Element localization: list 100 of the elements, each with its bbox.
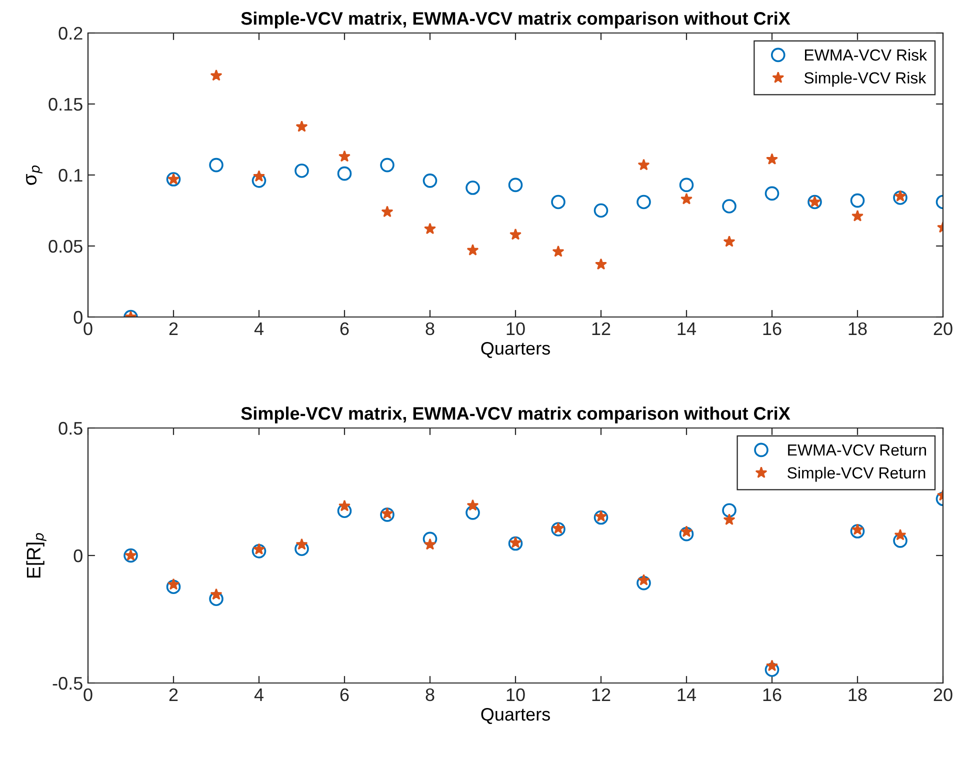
legend-label: EWMA-VCV Return — [788, 444, 926, 456]
point — [380, 508, 394, 522]
point — [510, 228, 522, 240]
point — [552, 522, 564, 534]
point — [638, 158, 650, 170]
point — [594, 510, 608, 525]
x-tick-label: 18 — [848, 322, 867, 336]
point — [252, 544, 266, 558]
point — [466, 506, 480, 520]
point — [294, 164, 309, 178]
x-tick-label: 14 — [678, 688, 696, 701]
y-tick-label: 0.1 — [58, 168, 82, 182]
x-tick-label: 12 — [592, 688, 610, 701]
point — [337, 166, 352, 181]
point — [638, 574, 650, 586]
y-tick-label: 0 — [74, 310, 82, 324]
y-tick-label: 0.5 — [58, 422, 82, 435]
point — [722, 199, 736, 214]
point — [551, 194, 566, 210]
point — [296, 538, 308, 550]
point — [209, 592, 224, 606]
point — [723, 514, 736, 525]
point — [893, 534, 908, 548]
x-tick-label: 0 — [84, 688, 92, 702]
point — [894, 190, 906, 202]
point — [893, 190, 908, 205]
point — [210, 69, 222, 81]
point — [679, 526, 694, 542]
point — [168, 578, 180, 590]
point — [510, 536, 522, 548]
y-tick-label: 0.2 — [58, 26, 82, 40]
point — [852, 210, 864, 222]
point — [252, 174, 266, 188]
point — [722, 503, 736, 518]
x-tick-label: 0 — [84, 322, 92, 336]
point — [636, 576, 651, 590]
point — [508, 536, 523, 551]
point — [253, 543, 265, 555]
point — [723, 235, 736, 247]
point — [296, 120, 308, 132]
point — [766, 660, 778, 672]
point — [595, 510, 607, 522]
point — [766, 153, 778, 165]
point — [764, 662, 780, 677]
point — [166, 580, 181, 594]
point — [466, 499, 479, 511]
x-tick-label: 4 — [254, 322, 264, 335]
point — [508, 178, 523, 192]
point — [466, 180, 480, 195]
point — [764, 186, 780, 201]
y-tick-label: 0 — [74, 549, 82, 562]
point — [894, 528, 906, 540]
point — [338, 500, 350, 512]
x-tick-label: 16 — [763, 688, 782, 702]
x-axis-title: Quarters — [481, 342, 550, 358]
chart-title: Simple-VCV matrix, EWMA-VCV matrix comparison without CriX — [241, 12, 790, 28]
x-tick-label: 10 — [506, 688, 525, 702]
point — [680, 192, 692, 204]
y-axis-title: σ$_{p}$ — [26, 165, 42, 185]
point — [680, 526, 692, 537]
point — [337, 504, 352, 518]
point — [551, 522, 566, 536]
x-tick-label: 10 — [506, 322, 525, 336]
point — [338, 150, 350, 162]
point — [850, 524, 865, 538]
point — [381, 507, 394, 519]
x-tick-label: 6 — [340, 322, 349, 336]
y-tick-label: -0.5 — [52, 676, 82, 690]
point — [850, 193, 865, 208]
x-tick-label: 12 — [592, 322, 610, 335]
point — [209, 158, 224, 172]
legend-label: Simple-VCV Risk — [804, 72, 926, 87]
point — [636, 194, 651, 210]
x-tick-label: 8 — [426, 688, 434, 702]
point — [422, 532, 438, 546]
x-tick-label: 8 — [426, 322, 434, 336]
x-tick-label: 16 — [763, 322, 782, 336]
x-tick-label: 14 — [678, 322, 696, 335]
y-tick-label: 0.05 — [48, 240, 82, 253]
point — [381, 206, 394, 218]
point — [253, 170, 265, 182]
point — [466, 244, 479, 256]
point — [552, 245, 564, 257]
x-tick-label: 2 — [169, 322, 178, 335]
point — [424, 538, 436, 550]
point — [210, 588, 222, 600]
point — [422, 174, 438, 188]
point — [380, 158, 394, 172]
point — [852, 523, 864, 535]
y-axis-title: E[R]$_{p}$ — [26, 533, 46, 578]
chart-title: Simple-VCV matrix, EWMA-VCV matrix comparison without CriX — [241, 406, 790, 424]
point — [294, 542, 309, 556]
x-tick-label: 18 — [848, 688, 867, 702]
y-tick-label: 0.15 — [48, 98, 82, 111]
x-tick-label: 20 — [934, 322, 952, 336]
x-tick-label: 4 — [254, 688, 264, 701]
x-tick-label: 20 — [934, 688, 952, 702]
legend-label: Simple-VCV Return — [788, 466, 926, 482]
point — [595, 258, 607, 270]
point — [594, 203, 608, 218]
